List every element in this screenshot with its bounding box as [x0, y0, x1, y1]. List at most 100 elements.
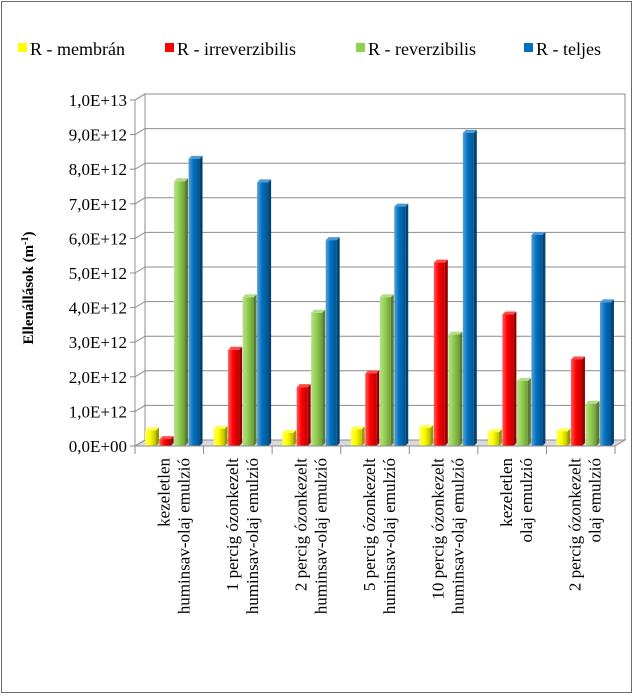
bar-side	[239, 346, 243, 446]
bar	[531, 231, 546, 446]
y-tick-label: 4,0E+12	[69, 299, 127, 318]
bar-top	[145, 427, 160, 431]
bar-side	[610, 299, 614, 446]
x-tick-label: kezeletlenolaj emulzió	[497, 458, 536, 543]
x-tick-label-line: huminsav-olaj emulzió	[380, 458, 399, 614]
bar-front	[174, 181, 186, 446]
bar	[257, 179, 272, 446]
x-axis: kezeletlenhuminsav-olaj emulzió 1 percig …	[134, 445, 616, 615]
bar-top	[350, 426, 365, 430]
bar	[325, 237, 340, 446]
bar-side	[430, 425, 434, 446]
legend-label: R - membrán	[30, 39, 125, 59]
y-tick-label: 6,0E+12	[69, 229, 127, 248]
bar	[213, 425, 228, 446]
y-tick-label: 3,0E+12	[69, 333, 127, 352]
bar-top	[487, 429, 502, 433]
y-axis-title-end: )	[21, 232, 37, 237]
bar-side	[307, 384, 311, 446]
bar-top	[516, 377, 531, 381]
bar	[448, 331, 463, 446]
x-tick-label-line: olaj emulzió	[517, 458, 536, 543]
y-axis-title-text: Ellenállások (m	[21, 244, 37, 344]
bar-side	[390, 294, 394, 446]
bar-front	[159, 439, 171, 446]
x-tick-label: 10 percig ózonkezelthuminsav-olaj emulzi…	[429, 458, 468, 615]
bar-front	[145, 430, 157, 446]
bar-side	[361, 426, 365, 446]
x-tick-label-line: huminsav-olaj emulzió	[174, 458, 193, 614]
bar-top	[325, 237, 340, 241]
x-tick-label-line: huminsav-olaj emulzió	[243, 458, 262, 614]
y-tick-label: 1,0E+13	[69, 91, 127, 110]
x-tick-label: 1 percig ózonkezelthuminsav-olaj emulzió	[223, 458, 262, 615]
y-tick-label: 7,0E+12	[69, 195, 127, 214]
bar-side	[170, 436, 174, 446]
bar-front	[213, 428, 225, 446]
bar-top	[502, 311, 517, 315]
legend-swatch	[18, 43, 27, 52]
bar-front	[379, 297, 391, 446]
bar-top	[419, 425, 434, 429]
y-axis-title-superscript: -1	[20, 237, 31, 245]
bar	[188, 155, 203, 446]
legend-swatch	[356, 43, 365, 52]
x-tick-label-line: 1 percig ózonkezelt	[223, 458, 242, 591]
bar	[419, 425, 434, 446]
bar-side	[567, 428, 571, 446]
bar	[296, 384, 311, 446]
bar-side	[444, 259, 448, 446]
bar	[159, 436, 174, 446]
bar-side	[596, 400, 600, 446]
legend-swatch	[524, 43, 533, 52]
bar	[311, 309, 326, 446]
bar-side	[322, 309, 326, 446]
bar	[282, 429, 297, 446]
bar-top	[228, 346, 243, 350]
x-tick-label: 2 percig ózonkezeltolaj emulzió	[566, 458, 605, 591]
gridline	[134, 128, 625, 136]
bar-side	[268, 179, 272, 446]
x-tick-label-line: 5 percig ózonkezelt	[360, 458, 379, 591]
bar	[433, 259, 448, 446]
bar-side	[199, 155, 203, 446]
bar-side	[336, 237, 340, 446]
bar-front	[242, 297, 254, 446]
legend-item: R - membrán	[18, 39, 125, 59]
bar-top	[379, 294, 394, 298]
bar-top	[448, 331, 463, 335]
bar-front	[188, 158, 200, 446]
bar-top	[174, 178, 189, 182]
y-tick-label: 1,0E+12	[69, 402, 127, 421]
x-tick-label-line: huminsav-olaj emulzió	[311, 458, 330, 614]
bar-top	[462, 129, 477, 133]
bar-front	[570, 359, 582, 446]
bar-side	[185, 178, 189, 446]
legend-item: R - reverzibilis	[356, 39, 476, 59]
legend-label: R - irreverzibilis	[177, 39, 296, 59]
bar-top	[213, 425, 228, 429]
bar-side	[459, 331, 463, 446]
bar	[487, 429, 502, 446]
bar	[365, 370, 380, 446]
bar-top	[531, 231, 546, 235]
y-tick-label: 2,0E+12	[69, 368, 127, 387]
bar-side	[224, 425, 228, 446]
legend-label: R - reverzibilis	[368, 39, 476, 59]
x-tick-label-line: olaj emulzió	[586, 458, 605, 543]
bar-top	[242, 294, 257, 298]
bar-front	[282, 432, 294, 446]
bar-side	[156, 427, 160, 446]
bar	[556, 428, 571, 446]
bar-top	[311, 309, 326, 313]
bar-side	[376, 370, 380, 446]
legend-swatch	[165, 43, 174, 52]
y-tick-label: 8,0E+12	[69, 160, 127, 179]
bar-front	[419, 428, 431, 446]
x-tick-label-line: kezeletlen	[154, 458, 173, 527]
bar-top	[282, 429, 297, 433]
bar-front	[394, 206, 406, 446]
bar-side	[473, 129, 477, 446]
bar-front	[365, 373, 377, 446]
